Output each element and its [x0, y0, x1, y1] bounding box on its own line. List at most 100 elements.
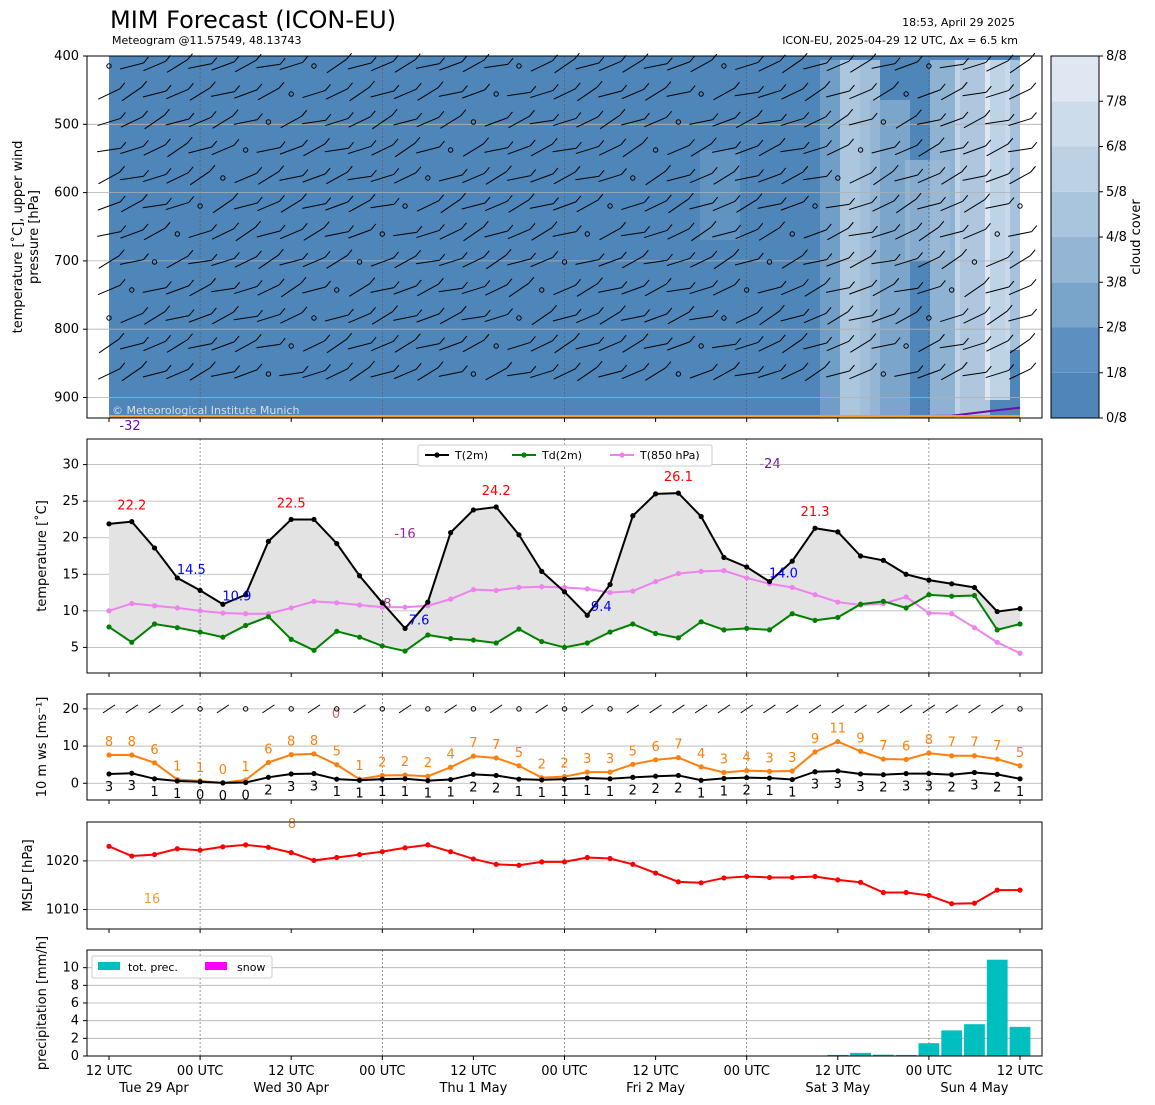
- wind-barb: [121, 199, 143, 213]
- calm-wind-marker: [561, 706, 568, 712]
- wind-barb: [803, 175, 827, 181]
- wind-barb: [757, 119, 782, 125]
- wind-barb-flag: [712, 309, 719, 317]
- wind-barb-flag: [894, 224, 901, 231]
- calm-wind-marker: [470, 706, 477, 712]
- y-axis-label: temperature [˚C], upper wind: [10, 141, 26, 334]
- wind-barb-flag: [848, 138, 854, 146]
- wind-barb: [484, 63, 509, 69]
- wind-barb-flag: [735, 337, 742, 345]
- wind-barb: [895, 311, 917, 325]
- wind-barb-flag: [484, 280, 491, 287]
- wind-barb-flag: [757, 56, 764, 63]
- wind-barb-flag: [278, 165, 285, 173]
- wind-barb: [712, 147, 736, 153]
- wind-barb: [644, 200, 667, 212]
- wind-barb: [577, 366, 598, 382]
- series-gust-point: [903, 756, 909, 763]
- series-mslp-point: [584, 854, 590, 861]
- wind-barb: [689, 369, 713, 379]
- wind-barb-flag: [370, 56, 377, 64]
- wind-barb-flag: [141, 80, 148, 88]
- wind-barb-flag: [143, 169, 150, 177]
- x-tick-label: 12 UTC: [997, 1064, 1043, 1079]
- wind-barb: [712, 200, 736, 212]
- wind-barb-flag: [665, 361, 672, 369]
- wind-barb: [188, 229, 212, 239]
- series-t850hpa-point: [675, 570, 681, 577]
- wind-barb-flag: [803, 141, 810, 149]
- wind-barb: [968, 704, 981, 714]
- wind-barb: [985, 369, 1009, 379]
- wind-barb: [280, 115, 302, 129]
- legend-swatch: [98, 962, 120, 970]
- y-tick-label: 10: [62, 961, 79, 976]
- temperature-frame: [86, 438, 1043, 674]
- y-axis-label: MSLP [hPa]: [21, 839, 36, 911]
- series-gust-point: [151, 760, 158, 766]
- wind-barb: [645, 367, 667, 381]
- wind-barb-flag: [393, 197, 400, 205]
- wind-barb-flag: [1030, 165, 1036, 173]
- wind-barb: [166, 339, 188, 353]
- series-t2m-point: [539, 568, 545, 574]
- wind-barb-flag: [802, 249, 808, 257]
- wind-barb: [987, 310, 1008, 326]
- calm-wind-marker: [971, 259, 978, 265]
- wind-barb: [211, 257, 235, 267]
- series-td2m-point: [288, 636, 294, 642]
- wind-barb-flag: [801, 332, 808, 340]
- wind-barb-flag: [757, 252, 764, 260]
- series-td2m-point: [903, 605, 909, 611]
- wind-barb: [234, 256, 257, 268]
- wind-barb-flag: [507, 141, 514, 148]
- wind-barb-flag: [119, 82, 126, 90]
- wind-barb-flag: [733, 248, 740, 256]
- wind-barb-flag: [119, 362, 126, 370]
- wind-barb-flag: [939, 280, 946, 287]
- series-mslp-point: [994, 887, 1000, 893]
- calm-wind-marker: [447, 147, 454, 153]
- wind-barb-flag: [484, 196, 491, 204]
- pressure-frame: [86, 821, 1043, 930]
- calm-wind-marker: [106, 63, 112, 69]
- gust-label: 1: [242, 760, 250, 775]
- wind-barb-flag: [482, 220, 489, 228]
- wind-barb: [985, 119, 1010, 125]
- wind-barb: [326, 58, 347, 74]
- y-axis-label: precipitation [mm/h]: [35, 936, 50, 1070]
- wind-barb-flag: [391, 108, 398, 116]
- series-mean-wind-point: [265, 774, 272, 780]
- wind-barb-flag: [166, 197, 172, 205]
- wind-barb: [530, 143, 553, 157]
- wind-barb: [530, 173, 554, 183]
- wind-barb-flag: [165, 281, 172, 288]
- wind-barb-flag: [186, 136, 193, 144]
- series-t850hpa-point: [584, 586, 590, 592]
- wind-barb-flag: [642, 249, 649, 257]
- wind-barb: [462, 256, 485, 268]
- series-t2m-point: [698, 513, 704, 520]
- wind-barb: [985, 173, 1009, 183]
- wind-barb-flag: [211, 140, 218, 148]
- calm-wind-marker: [265, 371, 272, 377]
- wind-barb: [326, 255, 348, 269]
- wind-barb: [712, 117, 736, 127]
- wind-barb: [871, 146, 896, 154]
- wind-barb-flag: [187, 333, 193, 341]
- wind-barb-flag: [164, 305, 171, 313]
- series-td2m-point: [129, 639, 135, 645]
- upper-air-frame: [86, 55, 1043, 419]
- series-mslp-point: [151, 851, 158, 858]
- wind-barb-flag: [234, 365, 241, 372]
- x-tick-label: 00 UTC: [906, 1064, 952, 1079]
- wind-barb-flag: [529, 223, 536, 230]
- wind-barb: [985, 256, 1009, 268]
- wind-barb: [804, 366, 826, 382]
- x-tick-label: 00 UTC: [359, 1064, 405, 1079]
- wind-barb-flag: [1030, 362, 1037, 370]
- wind-barb: [393, 88, 417, 100]
- series-t2m-point: [835, 529, 841, 535]
- wind-barb-flag: [393, 281, 400, 288]
- wind-barb: [781, 88, 804, 100]
